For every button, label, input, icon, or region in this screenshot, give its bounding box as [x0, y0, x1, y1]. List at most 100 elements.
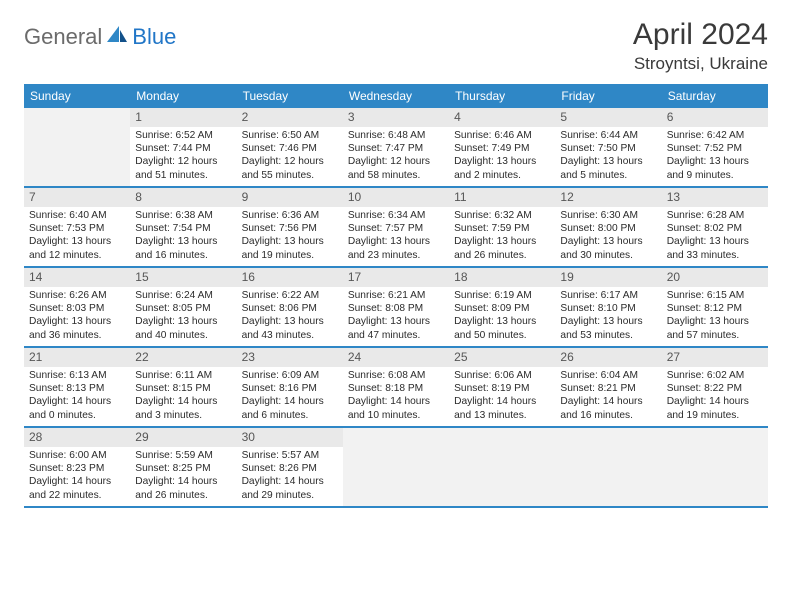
calendar-cell: 5Sunrise: 6:44 AMSunset: 7:50 PMDaylight…: [555, 108, 661, 186]
sunset-line: Sunset: 8:25 PM: [135, 462, 231, 475]
calendar-cell: 21Sunrise: 6:13 AMSunset: 8:13 PMDayligh…: [24, 348, 130, 426]
sunrise-line: Sunrise: 6:42 AM: [667, 129, 763, 142]
sunrise-line: Sunrise: 6:34 AM: [348, 209, 444, 222]
day-content: Sunrise: 6:30 AMSunset: 8:00 PMDaylight:…: [555, 207, 661, 265]
day-content: Sunrise: 6:44 AMSunset: 7:50 PMDaylight:…: [555, 127, 661, 185]
daylight-line: Daylight: 14 hours and 22 minutes.: [29, 475, 125, 501]
day-content: Sunrise: 6:15 AMSunset: 8:12 PMDaylight:…: [662, 287, 768, 345]
weekday-header: Sunday: [24, 84, 130, 108]
sunrise-line: Sunrise: 5:57 AM: [242, 449, 338, 462]
calendar-cell-empty: [555, 428, 661, 506]
sunrise-line: Sunrise: 6:04 AM: [560, 369, 656, 382]
sunset-line: Sunset: 7:44 PM: [135, 142, 231, 155]
day-number: 19: [555, 268, 661, 287]
day-content: Sunrise: 6:52 AMSunset: 7:44 PMDaylight:…: [130, 127, 236, 185]
weekday-header: Monday: [130, 84, 236, 108]
sunset-line: Sunset: 8:06 PM: [242, 302, 338, 315]
day-number: 27: [662, 348, 768, 367]
day-content: Sunrise: 5:57 AMSunset: 8:26 PMDaylight:…: [237, 447, 343, 505]
calendar-cell: 10Sunrise: 6:34 AMSunset: 7:57 PMDayligh…: [343, 188, 449, 266]
sunset-line: Sunset: 7:53 PM: [29, 222, 125, 235]
daylight-line: Daylight: 13 hours and 23 minutes.: [348, 235, 444, 261]
day-content: Sunrise: 5:59 AMSunset: 8:25 PMDaylight:…: [130, 447, 236, 505]
daylight-line: Daylight: 13 hours and 19 minutes.: [242, 235, 338, 261]
day-number: 24: [343, 348, 449, 367]
calendar: SundayMondayTuesdayWednesdayThursdayFrid…: [24, 84, 768, 508]
day-content: Sunrise: 6:04 AMSunset: 8:21 PMDaylight:…: [555, 367, 661, 425]
daylight-line: Daylight: 13 hours and 40 minutes.: [135, 315, 231, 341]
day-content: Sunrise: 6:00 AMSunset: 8:23 PMDaylight:…: [24, 447, 130, 505]
calendar-cell: 27Sunrise: 6:02 AMSunset: 8:22 PMDayligh…: [662, 348, 768, 426]
day-number: 23: [237, 348, 343, 367]
calendar-cell: 9Sunrise: 6:36 AMSunset: 7:56 PMDaylight…: [237, 188, 343, 266]
day-content: Sunrise: 6:34 AMSunset: 7:57 PMDaylight:…: [343, 207, 449, 265]
day-number: 1: [130, 108, 236, 127]
sunset-line: Sunset: 8:26 PM: [242, 462, 338, 475]
day-number: 6: [662, 108, 768, 127]
day-number: 15: [130, 268, 236, 287]
title-block: April 2024 Stroyntsi, Ukraine: [633, 18, 768, 74]
day-number: 22: [130, 348, 236, 367]
calendar-week-row: 7Sunrise: 6:40 AMSunset: 7:53 PMDaylight…: [24, 188, 768, 268]
day-number: 28: [24, 428, 130, 447]
sunrise-line: Sunrise: 6:17 AM: [560, 289, 656, 302]
day-content: Sunrise: 6:06 AMSunset: 8:19 PMDaylight:…: [449, 367, 555, 425]
day-content: Sunrise: 6:40 AMSunset: 7:53 PMDaylight:…: [24, 207, 130, 265]
calendar-cell: 2Sunrise: 6:50 AMSunset: 7:46 PMDaylight…: [237, 108, 343, 186]
calendar-cell: 14Sunrise: 6:26 AMSunset: 8:03 PMDayligh…: [24, 268, 130, 346]
day-content: Sunrise: 6:21 AMSunset: 8:08 PMDaylight:…: [343, 287, 449, 345]
sunrise-line: Sunrise: 6:30 AM: [560, 209, 656, 222]
weekday-header: Saturday: [662, 84, 768, 108]
day-number: 25: [449, 348, 555, 367]
page-title: April 2024: [633, 18, 768, 52]
sunset-line: Sunset: 8:00 PM: [560, 222, 656, 235]
sunrise-line: Sunrise: 6:09 AM: [242, 369, 338, 382]
sunset-line: Sunset: 7:57 PM: [348, 222, 444, 235]
day-number: 16: [237, 268, 343, 287]
calendar-cell-empty: [662, 428, 768, 506]
calendar-cell: 29Sunrise: 5:59 AMSunset: 8:25 PMDayligh…: [130, 428, 236, 506]
calendar-cell-empty: [24, 108, 130, 186]
day-content: Sunrise: 6:36 AMSunset: 7:56 PMDaylight:…: [237, 207, 343, 265]
daylight-line: Daylight: 13 hours and 26 minutes.: [454, 235, 550, 261]
calendar-cell: 19Sunrise: 6:17 AMSunset: 8:10 PMDayligh…: [555, 268, 661, 346]
calendar-cell: 25Sunrise: 6:06 AMSunset: 8:19 PMDayligh…: [449, 348, 555, 426]
day-number: 4: [449, 108, 555, 127]
day-content: Sunrise: 6:46 AMSunset: 7:49 PMDaylight:…: [449, 127, 555, 185]
sunset-line: Sunset: 8:16 PM: [242, 382, 338, 395]
sunrise-line: Sunrise: 6:11 AM: [135, 369, 231, 382]
sunrise-line: Sunrise: 6:46 AM: [454, 129, 550, 142]
daylight-line: Daylight: 14 hours and 3 minutes.: [135, 395, 231, 421]
sunrise-line: Sunrise: 6:48 AM: [348, 129, 444, 142]
day-content: Sunrise: 6:42 AMSunset: 7:52 PMDaylight:…: [662, 127, 768, 185]
daylight-line: Daylight: 13 hours and 50 minutes.: [454, 315, 550, 341]
daylight-line: Daylight: 13 hours and 2 minutes.: [454, 155, 550, 181]
sunset-line: Sunset: 7:52 PM: [667, 142, 763, 155]
sunrise-line: Sunrise: 6:22 AM: [242, 289, 338, 302]
calendar-cell: 3Sunrise: 6:48 AMSunset: 7:47 PMDaylight…: [343, 108, 449, 186]
day-content: Sunrise: 6:17 AMSunset: 8:10 PMDaylight:…: [555, 287, 661, 345]
daylight-line: Daylight: 14 hours and 19 minutes.: [667, 395, 763, 421]
day-content: Sunrise: 6:08 AMSunset: 8:18 PMDaylight:…: [343, 367, 449, 425]
sunset-line: Sunset: 8:05 PM: [135, 302, 231, 315]
sunset-line: Sunset: 8:18 PM: [348, 382, 444, 395]
calendar-cell: 26Sunrise: 6:04 AMSunset: 8:21 PMDayligh…: [555, 348, 661, 426]
calendar-cell: 28Sunrise: 6:00 AMSunset: 8:23 PMDayligh…: [24, 428, 130, 506]
daylight-line: Daylight: 13 hours and 36 minutes.: [29, 315, 125, 341]
day-number: 5: [555, 108, 661, 127]
day-number: 13: [662, 188, 768, 207]
page-subtitle: Stroyntsi, Ukraine: [633, 54, 768, 74]
calendar-cell: 30Sunrise: 5:57 AMSunset: 8:26 PMDayligh…: [237, 428, 343, 506]
daylight-line: Daylight: 14 hours and 10 minutes.: [348, 395, 444, 421]
sunrise-line: Sunrise: 6:19 AM: [454, 289, 550, 302]
day-number: 14: [24, 268, 130, 287]
day-number: 2: [237, 108, 343, 127]
calendar-cell: 18Sunrise: 6:19 AMSunset: 8:09 PMDayligh…: [449, 268, 555, 346]
day-number: 12: [555, 188, 661, 207]
calendar-cell: 12Sunrise: 6:30 AMSunset: 8:00 PMDayligh…: [555, 188, 661, 266]
sunrise-line: Sunrise: 6:44 AM: [560, 129, 656, 142]
logo-text-gray: General: [24, 24, 102, 50]
calendar-cell: 4Sunrise: 6:46 AMSunset: 7:49 PMDaylight…: [449, 108, 555, 186]
sunset-line: Sunset: 8:12 PM: [667, 302, 763, 315]
calendar-cell: 1Sunrise: 6:52 AMSunset: 7:44 PMDaylight…: [130, 108, 236, 186]
